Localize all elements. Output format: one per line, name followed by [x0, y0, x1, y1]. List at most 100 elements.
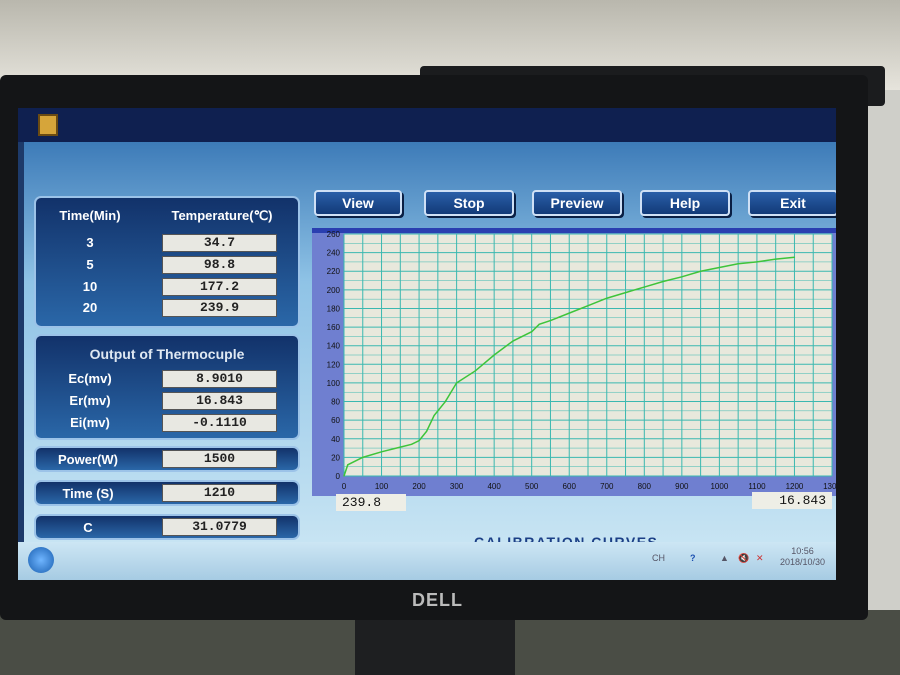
data-point	[606, 297, 608, 299]
time-s-label: Time (S)	[62, 486, 114, 501]
temp-value-2: 98.8	[162, 256, 277, 274]
x-tick-label: 700	[600, 482, 614, 491]
y-tick-label: 40	[331, 435, 340, 444]
data-point	[718, 266, 720, 269]
ei-label: Ei(mv)	[70, 415, 110, 430]
taskbar: CH ? ▲ 🔇 ✕ 10:56 2018/10/30	[18, 542, 836, 580]
app-icon	[38, 114, 58, 136]
data-point	[493, 354, 495, 356]
chart-left-value: 239.8	[336, 494, 406, 511]
data-point	[624, 292, 627, 294]
er-value: 16.843	[162, 392, 277, 410]
calibration-chart: 0 20 40 60 80 100 120 140 160 180 200 220 240 260 0 100…	[312, 228, 836, 496]
data-point	[343, 475, 345, 477]
time-row: Time (S) 1210	[34, 480, 300, 506]
ec-label: Ec(mv)	[68, 371, 112, 386]
power-value: 1500	[162, 450, 277, 468]
data-point	[587, 305, 589, 307]
y-tick-label: 240	[327, 249, 341, 258]
temperature-header: Temperature(℃)	[171, 208, 273, 223]
temperature-table: Time(Min) Temperature(℃) 3 34.7 5 98.8 1…	[34, 196, 300, 328]
preview-button[interactable]: Preview	[532, 190, 622, 216]
data-point	[756, 261, 758, 263]
x-tick-label: 0	[342, 482, 347, 491]
x-tick-label: 100	[375, 482, 389, 491]
x-tick-label: 300	[450, 482, 464, 491]
start-button[interactable]	[28, 547, 54, 573]
show-hidden-icons-icon[interactable]: ▲	[720, 553, 729, 563]
help-button[interactable]: Help	[640, 190, 730, 216]
er-label: Er(mv)	[69, 393, 111, 408]
data-point	[775, 258, 777, 260]
y-tick-label: 100	[327, 379, 341, 388]
time-min-header: Time(Min)	[59, 208, 121, 223]
data-point	[399, 446, 401, 448]
chart-right-value: 16.843	[752, 492, 832, 509]
temp-value-3: 177.2	[162, 278, 277, 296]
power-row: Power(W) 1500	[34, 446, 300, 472]
x-tick-label: 1100	[748, 482, 766, 491]
data-point	[700, 270, 702, 272]
ec-value: 8.9010	[162, 370, 277, 388]
x-tick-label: 800	[638, 482, 652, 491]
x-tick-label: 400	[487, 482, 501, 491]
temp-value-4: 239.9	[162, 299, 277, 317]
data-point	[531, 331, 533, 333]
data-point	[433, 414, 435, 417]
data-point	[444, 400, 446, 403]
data-point	[418, 440, 420, 442]
data-point	[568, 312, 570, 314]
monitor-stand	[355, 620, 515, 675]
y-tick-label: 180	[327, 304, 341, 313]
data-point	[456, 382, 458, 384]
time-row-4: 20	[82, 300, 98, 315]
clock-date: 2018/10/30	[780, 557, 826, 567]
time-row-1: 3	[86, 235, 94, 250]
y-tick-label: 120	[327, 360, 341, 369]
app-window: View Stop Preview Help Exit Time(Min) Te…	[24, 142, 836, 550]
volume-muted-icon[interactable]: 🔇	[738, 553, 750, 563]
screen: View Stop Preview Help Exit Time(Min) Te…	[18, 108, 836, 580]
clock-time: 10:56	[791, 546, 814, 556]
y-tick-label: 0	[336, 472, 341, 481]
data-point	[681, 276, 683, 278]
data-point	[362, 456, 364, 458]
exit-button[interactable]: Exit	[748, 190, 836, 216]
chart-top-bar	[312, 228, 836, 233]
stop-button[interactable]: Stop	[424, 190, 514, 216]
data-point	[347, 464, 349, 466]
time-row-3: 10	[82, 279, 98, 294]
network-disconnected-icon[interactable]: ✕	[756, 553, 764, 563]
data-point	[425, 430, 428, 432]
y-tick-label: 220	[327, 267, 341, 276]
x-tick-label: 1000	[710, 482, 728, 491]
y-tick-label: 20	[331, 453, 340, 462]
language-indicator[interactable]: CH	[652, 553, 665, 563]
data-point	[474, 370, 476, 372]
x-tick-label: 900	[675, 482, 689, 491]
power-label: Power(W)	[58, 452, 118, 467]
ei-value: -0.1110	[162, 414, 277, 432]
thermocouple-panel: Output of Thermocuple Ec(mv) 8.9010 Er(m…	[34, 334, 300, 440]
view-button[interactable]: View	[314, 190, 402, 216]
data-point	[793, 256, 796, 258]
y-tick-label: 80	[331, 398, 340, 407]
time-s-value: 1210	[162, 484, 277, 502]
data-point	[662, 280, 664, 283]
x-tick-label: 1300	[823, 482, 836, 491]
dell-logo: DELL	[412, 590, 463, 610]
x-tick-label: 500	[525, 482, 539, 491]
x-tick-label: 200	[412, 482, 426, 491]
y-tick-label: 140	[327, 342, 341, 351]
c-row: C 31.0779	[34, 514, 300, 540]
data-point	[410, 443, 413, 445]
data-point	[380, 451, 383, 453]
x-tick-label: 600	[563, 482, 577, 491]
data-point	[737, 263, 739, 265]
clock[interactable]: 10:56 2018/10/30	[780, 546, 825, 568]
c-label: C	[83, 520, 93, 535]
help-tray-icon[interactable]: ?	[690, 553, 696, 563]
data-point	[538, 323, 540, 325]
c-value: 31.0779	[162, 518, 277, 536]
time-row-2: 5	[86, 257, 94, 272]
